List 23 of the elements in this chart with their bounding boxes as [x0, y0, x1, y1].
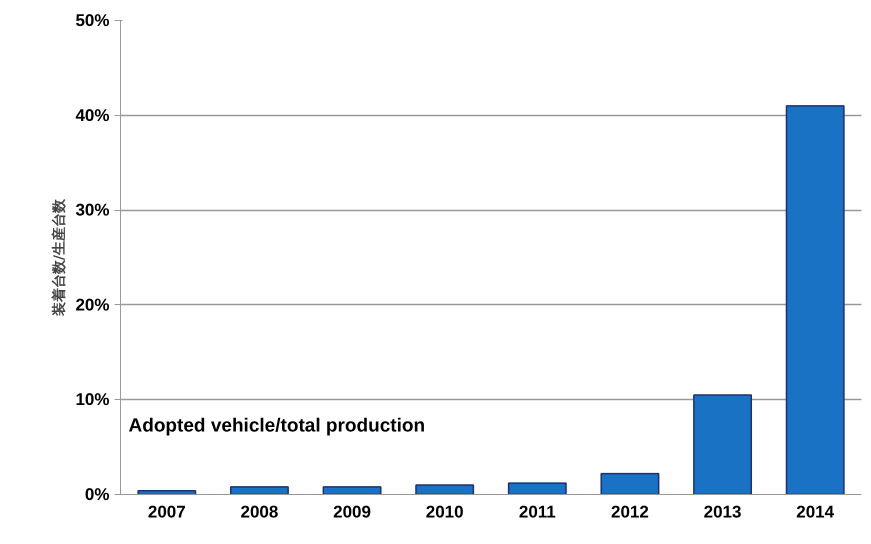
- x-tick-label: 2009: [333, 502, 371, 522]
- bar: [230, 486, 289, 494]
- y-tick-label: 30%: [75, 200, 110, 220]
- bar: [786, 105, 845, 494]
- x-tick-label: 2012: [611, 502, 649, 522]
- y-axis-title: 装着台数/生産台数: [50, 198, 68, 318]
- x-tick-label: 2008: [240, 502, 278, 522]
- y-tick-label: 50%: [75, 11, 110, 30]
- x-tick-label: 2010: [426, 502, 464, 522]
- x-tick-label: 2011: [518, 502, 556, 522]
- y-tick-label: 0%: [84, 485, 110, 504]
- y-tick-label: 10%: [75, 390, 110, 410]
- x-tick-label: 2013: [704, 502, 742, 522]
- bar: [322, 486, 382, 494]
- bar: [508, 482, 567, 494]
- x-tick-label: 2014: [796, 502, 835, 522]
- x-tick-label: 2007: [148, 502, 186, 522]
- y-tick-label: 40%: [75, 106, 110, 125]
- bar: [415, 484, 474, 494]
- bar: [693, 394, 752, 494]
- y-tick-label: 20%: [75, 295, 110, 314]
- annotation: Adopted vehicle/total production: [128, 416, 426, 436]
- bar: [600, 472, 660, 494]
